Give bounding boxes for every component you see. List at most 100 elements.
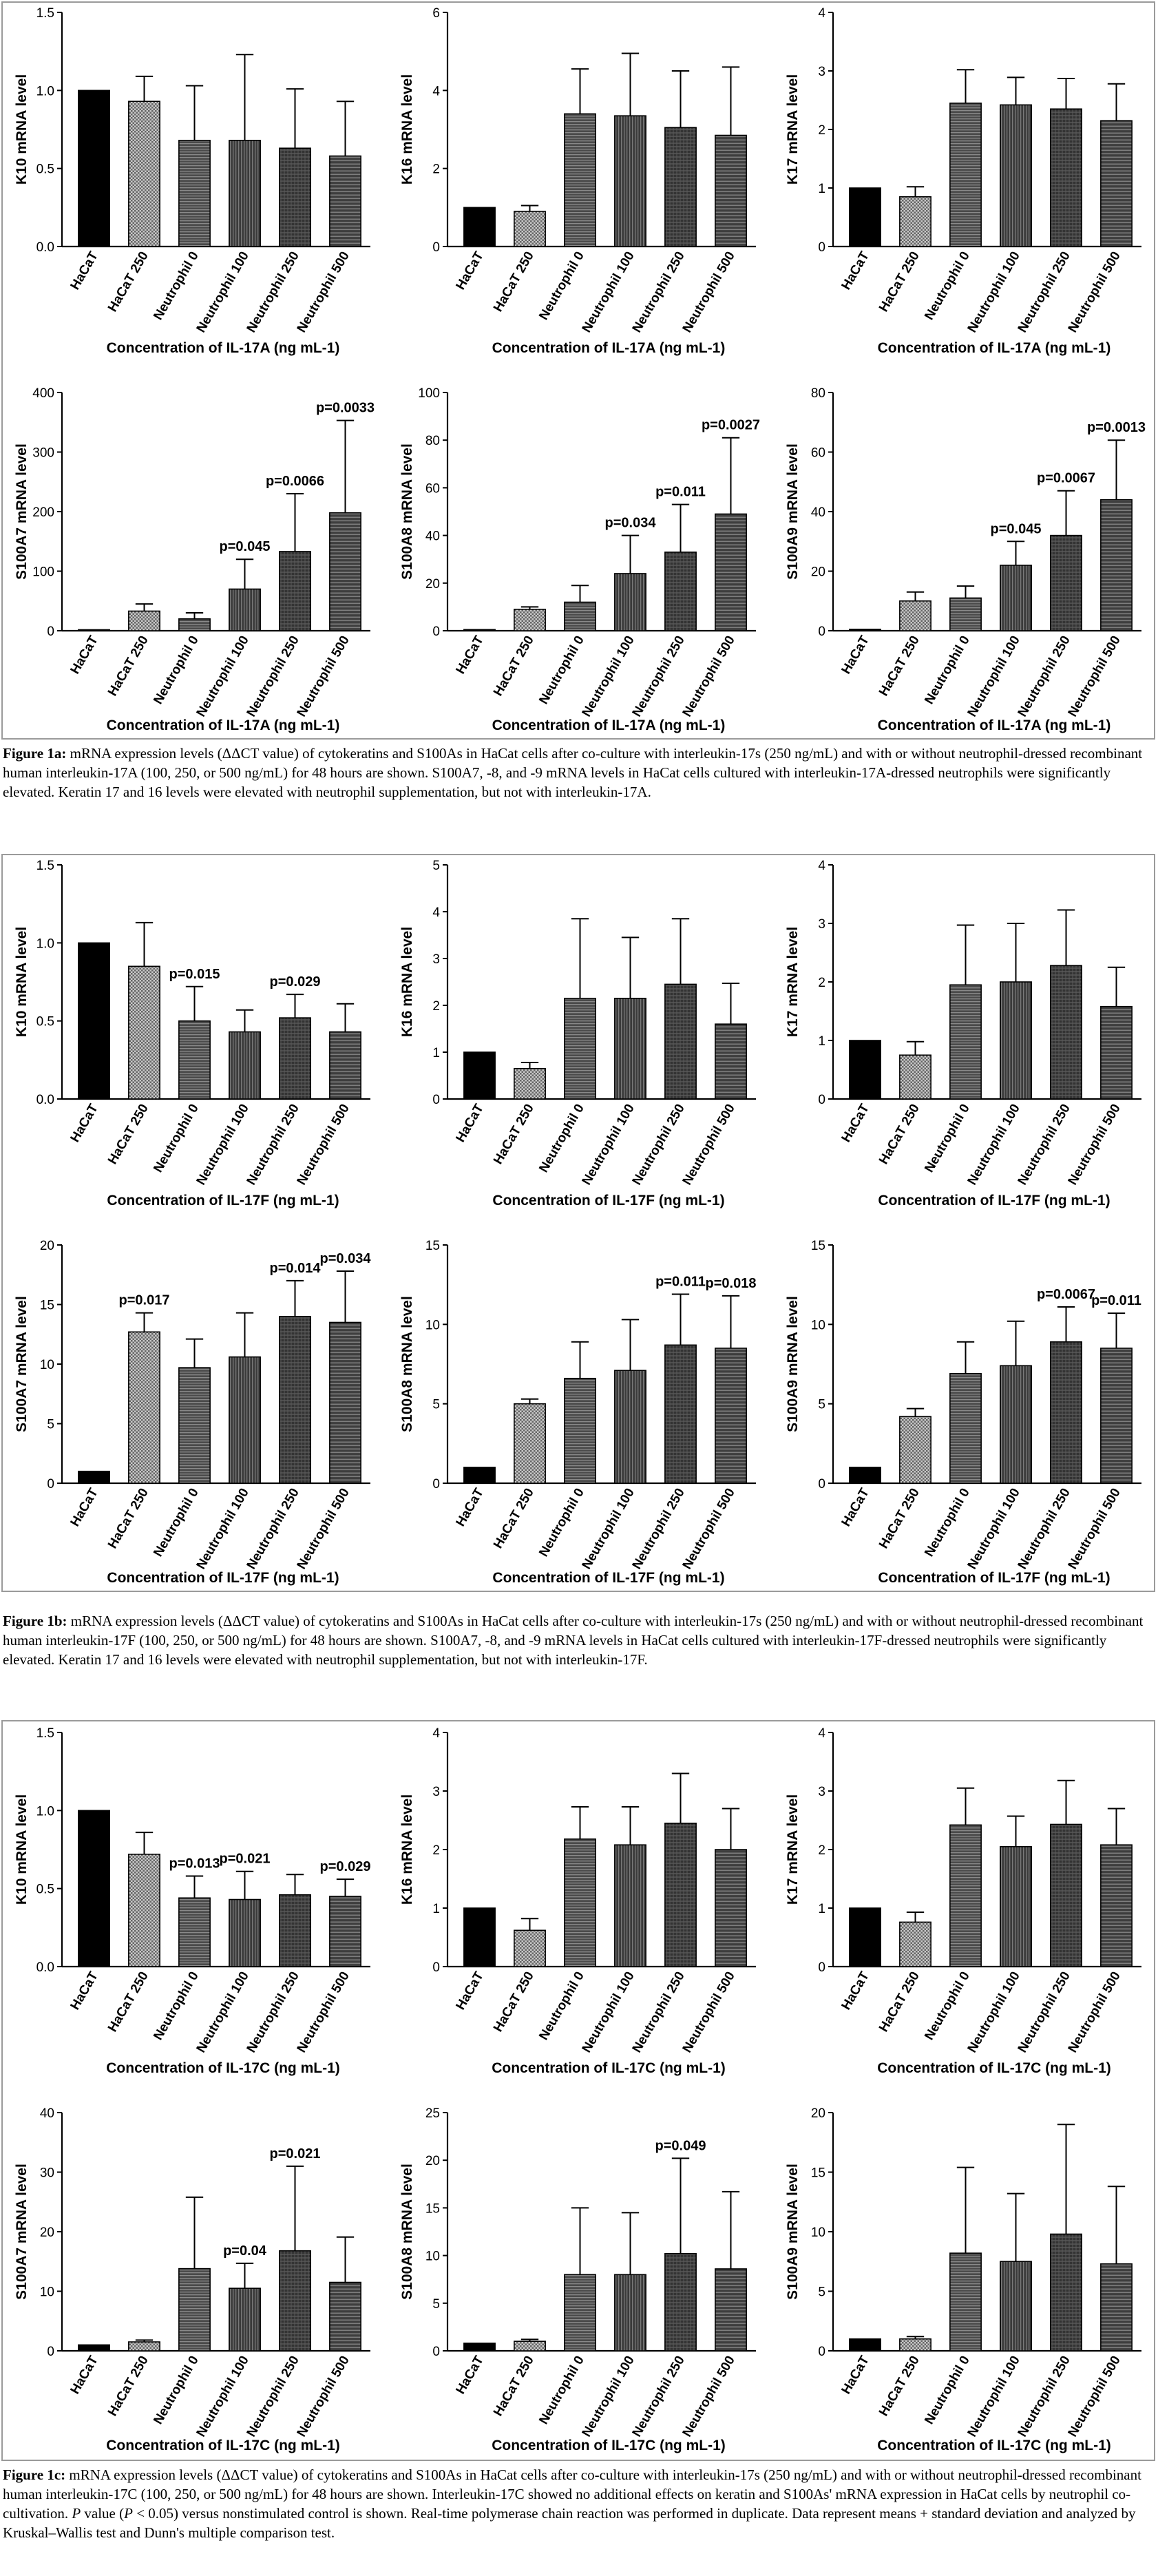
- x-tick-label: Neutrophil 0: [536, 1969, 587, 2042]
- x-tick-label: Neutrophil 500: [680, 1102, 738, 1188]
- p-value-label: p=0.034: [605, 516, 657, 531]
- x-tick-label: HaCaT: [839, 1102, 872, 1145]
- p-value-label: p=0.011: [655, 485, 706, 500]
- bar-hacat-250: [899, 196, 931, 247]
- bar-neutrophil-250: [664, 1822, 697, 1967]
- x-tick-label: Neutrophil 100: [580, 1969, 638, 2055]
- p-value-label: p=0.013: [169, 1856, 220, 1872]
- y-tick-label: 2: [432, 163, 440, 177]
- x-tick-label: Neutrophil 250: [244, 633, 302, 720]
- x-tick-label: HaCaT 250: [491, 1486, 537, 1551]
- figure-1c-caption: Figure 1c: mRNA expression levels (ΔΔCT …: [3, 2465, 1155, 2542]
- y-tick-label: 100: [32, 565, 54, 580]
- bar-neutrophil-0: [949, 2252, 982, 2352]
- y-tick-label: 100: [418, 386, 440, 401]
- bar-hacat: [78, 2344, 110, 2352]
- y-tick-label: 10: [425, 2250, 440, 2264]
- bar-neutrophil-100: [229, 1898, 261, 1967]
- bar-hacat-250: [899, 600, 931, 631]
- x-tick-label: Neutrophil 500: [1066, 2354, 1124, 2440]
- x-tick-label: Neutrophil 250: [630, 249, 688, 335]
- bar-hacat-250: [514, 1403, 546, 1484]
- bar-neutrophil-500: [1100, 1005, 1133, 1100]
- x-axis-label: Concentration of IL-17A (ng mL-1): [492, 718, 726, 733]
- bar-neutrophil-500: [1100, 120, 1133, 247]
- x-tick-label: Neutrophil 250: [1015, 1486, 1073, 1572]
- bar-neutrophil-500: [329, 1896, 361, 1967]
- y-tick-label: 4: [432, 905, 440, 920]
- y-tick-label: 0: [432, 625, 440, 639]
- bar-neutrophil-0: [564, 1838, 596, 1967]
- bar-neutrophil-500: [329, 2281, 361, 2352]
- bar-hacat: [78, 629, 110, 631]
- y-tick-label: 1.0: [36, 936, 54, 951]
- x-tick-label: Neutrophil 100: [965, 633, 1023, 720]
- bar-neutrophil-500: [715, 134, 747, 247]
- x-axis-label: Concentration of IL-17A (ng mL-1): [878, 718, 1111, 733]
- y-tick-label: 1: [432, 1046, 440, 1060]
- x-tick-label: HaCaT 250: [876, 633, 923, 699]
- x-tick-label: HaCaT: [68, 1486, 101, 1529]
- x-tick-label: HaCaT: [68, 1102, 101, 1145]
- figure-1a-caption: Figure 1a: mRNA expression levels (ΔΔCT …: [3, 744, 1155, 802]
- bar-hacat-250: [899, 1921, 931, 1967]
- x-tick-label: Neutrophil 0: [536, 1102, 587, 1175]
- bar-hacat: [849, 629, 881, 631]
- chart-s100a7-il17f: 0 5 10 15 20 S100A7 mRNA level HaCaT p=0.017 HaC…: [14, 1239, 371, 1586]
- y-tick-label: 1: [432, 1902, 440, 1916]
- y-tick-label: 60: [811, 446, 825, 461]
- x-tick-label: Neutrophil 250: [1015, 633, 1073, 720]
- bar-hacat-250: [899, 2338, 931, 2352]
- bar-hacat: [849, 1467, 881, 1484]
- y-tick-label: 5: [818, 1398, 825, 1412]
- bar-neutrophil-100: [1000, 1365, 1032, 1484]
- y-tick-label: 10: [40, 1358, 54, 1372]
- x-tick-label: HaCaT 250: [876, 1486, 923, 1551]
- bar-neutrophil-500: [329, 1031, 361, 1100]
- y-axis-label: S100A7 mRNA level: [14, 1296, 30, 1432]
- bar-neutrophil-500: [715, 1348, 747, 1484]
- x-tick-label: HaCaT: [839, 249, 872, 293]
- y-axis-label: K10 mRNA level: [14, 927, 30, 1037]
- y-tick-label: 1.0: [36, 1804, 54, 1819]
- x-tick-label: Neutrophil 500: [680, 2354, 738, 2440]
- figure-1c-text-after: < 0.05) versus nonstimulated control is …: [3, 2505, 1136, 2541]
- x-axis-label: Concentration of IL-17F (ng mL-1): [878, 1193, 1110, 1208]
- bar-hacat: [463, 207, 496, 247]
- p-value-label: p=0.0067: [1037, 471, 1095, 486]
- x-tick-label: HaCaT: [839, 2354, 872, 2397]
- x-tick-label: HaCaT 250: [491, 633, 537, 699]
- y-tick-label: 0: [818, 1960, 825, 1975]
- bar-neutrophil-0: [178, 1367, 211, 1484]
- x-tick-label: HaCaT 250: [105, 1969, 151, 2035]
- y-tick-label: 3: [432, 952, 440, 967]
- x-tick-label: Neutrophil 100: [965, 2354, 1023, 2440]
- y-tick-label: 40: [40, 2106, 54, 2121]
- bar-neutrophil-250: [1050, 1823, 1082, 1967]
- x-tick-label: Neutrophil 250: [244, 249, 302, 335]
- x-tick-label: HaCaT 250: [491, 249, 537, 315]
- bar-neutrophil-500: [715, 513, 747, 631]
- bar-neutrophil-100: [614, 2274, 646, 2352]
- bar-neutrophil-0: [949, 1824, 982, 1967]
- p-value-label: p=0.0066: [266, 474, 324, 489]
- x-tick-label: Neutrophil 500: [680, 249, 738, 335]
- x-tick-label: Neutrophil 500: [295, 2354, 352, 2440]
- bar-neutrophil-100: [614, 1370, 646, 1484]
- p-value-label: p=0.049: [655, 2138, 706, 2153]
- x-tick-label: Neutrophil 0: [922, 1486, 973, 1559]
- y-tick-label: 20: [811, 565, 825, 580]
- figure-1a-text: mRNA expression levels (ΔΔCT value) of c…: [3, 745, 1143, 800]
- figure-1c-p-letter: P: [72, 2505, 81, 2522]
- x-tick-label: Neutrophil 100: [580, 1102, 638, 1188]
- x-axis-label: Concentration of IL-17F (ng mL-1): [107, 1193, 339, 1208]
- bar-neutrophil-500: [715, 1023, 747, 1100]
- bar-hacat-250: [514, 609, 546, 631]
- bar-neutrophil-250: [1050, 534, 1082, 631]
- figure-1c-p-mid: value (: [84, 2505, 125, 2522]
- y-tick-label: 1: [818, 1034, 825, 1049]
- y-axis-label: S100A8 mRNA level: [399, 2164, 415, 2300]
- bar-neutrophil-100: [1000, 104, 1032, 247]
- bar-neutrophil-100: [1000, 981, 1032, 1100]
